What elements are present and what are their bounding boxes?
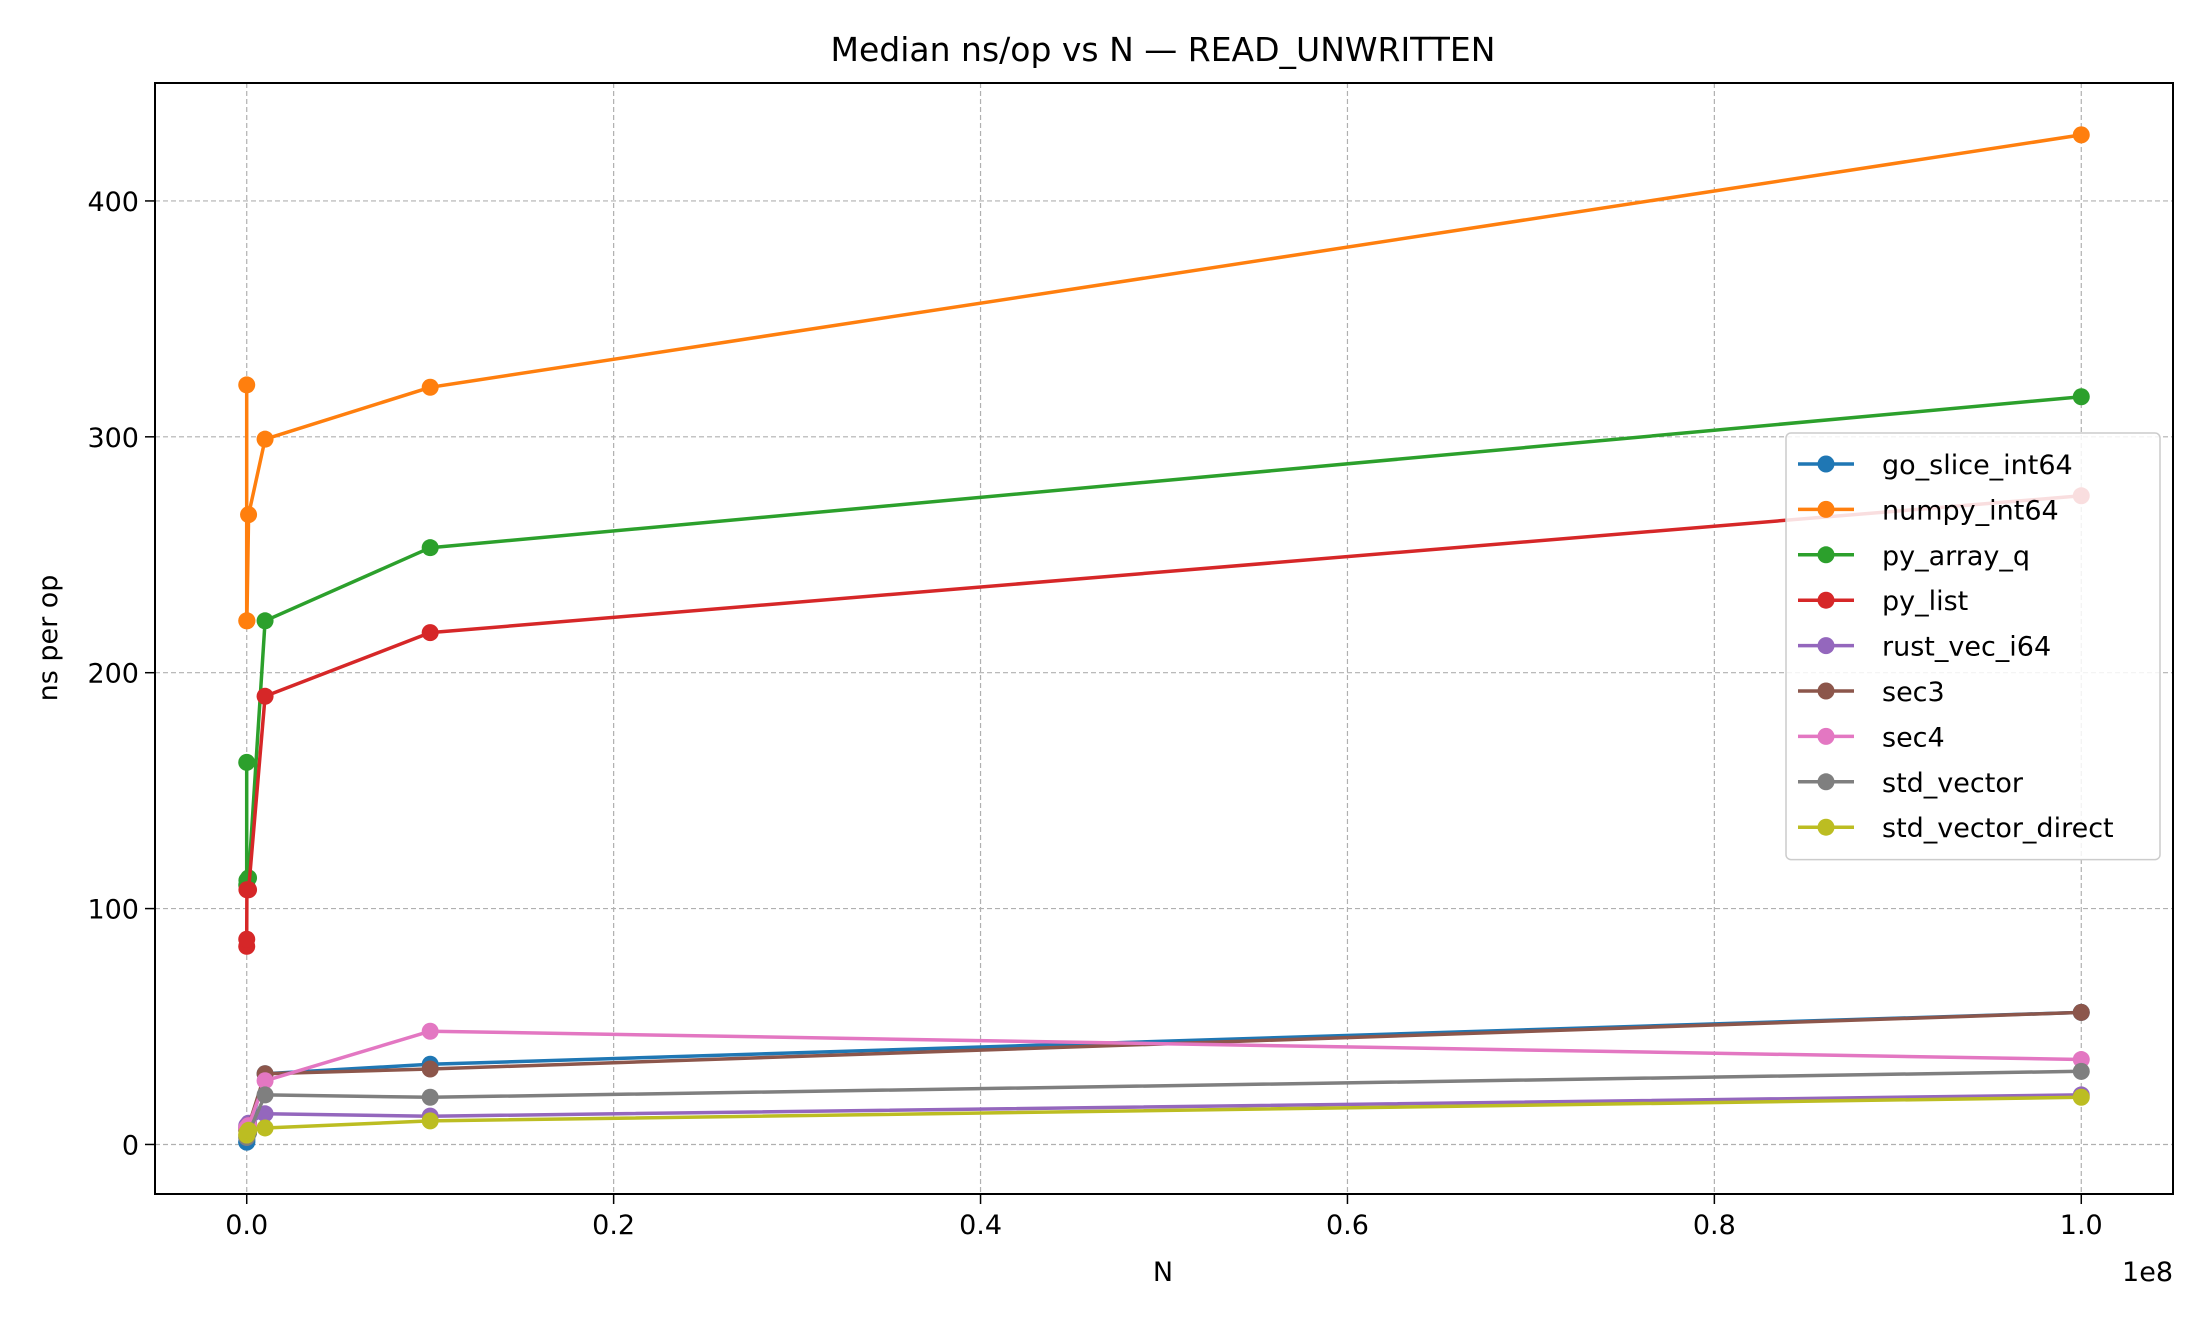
data-point xyxy=(256,1086,274,1104)
x-offset-text: 1e8 xyxy=(2122,1257,2173,1288)
x-tick-label: 0.6 xyxy=(1326,1210,1369,1241)
data-point xyxy=(240,881,258,899)
x-tick-label: 0.8 xyxy=(1693,1210,1736,1241)
legend: go_slice_int64 numpy_int64 py_array_q py_li… xyxy=(1785,432,2161,861)
data-point xyxy=(421,624,439,642)
data-point xyxy=(240,1121,258,1139)
y-tick-label: 300 xyxy=(87,423,139,454)
data-point xyxy=(240,506,258,524)
legend-swatch-marker xyxy=(1817,727,1835,745)
legend-swatch-marker xyxy=(1817,682,1835,700)
x-axis: 0.0 0.2 0.4 0.6 0.8 1.0 xyxy=(225,1194,2103,1241)
data-point xyxy=(238,612,256,630)
data-point xyxy=(256,1105,274,1123)
legend-box xyxy=(1785,432,2161,861)
data-point xyxy=(421,539,439,557)
data-point xyxy=(421,1088,439,1106)
plot-frame xyxy=(154,82,2174,1195)
legend-item: go_slice_int64 xyxy=(1798,450,2073,481)
data-point xyxy=(256,687,274,705)
data-point xyxy=(256,612,274,630)
data-point xyxy=(238,930,256,948)
legend-label: numpy_int64 xyxy=(1882,495,2059,526)
legend-item: rust_vec_i64 xyxy=(1798,632,2051,663)
legend-swatch-marker xyxy=(1817,455,1835,473)
series-std_vector_direct xyxy=(238,1088,2090,1144)
legend-label: std_vector_direct xyxy=(1882,813,2114,844)
data-point xyxy=(2072,126,2090,144)
legend-swatch-marker xyxy=(1817,591,1835,609)
legend-label: rust_vec_i64 xyxy=(1882,632,2051,663)
legend-swatch-marker xyxy=(1817,546,1835,564)
data-point xyxy=(421,1112,439,1130)
legend-swatch-marker xyxy=(1817,637,1835,655)
y-tick-label: 400 xyxy=(87,187,139,218)
y-axis-label: ns per op xyxy=(33,575,64,702)
legend-label: std_vector xyxy=(1882,768,2024,799)
data-point xyxy=(256,1119,274,1137)
x-tick-label: 0.2 xyxy=(592,1210,635,1241)
data-point xyxy=(421,378,439,396)
x-tick-label: 0.0 xyxy=(225,1210,268,1241)
chart-title: Median ns/op vs N — READ_UNWRITTEN xyxy=(831,30,1496,69)
data-point xyxy=(256,1072,274,1090)
series-group xyxy=(238,126,2090,1151)
legend-item: std_vector xyxy=(1798,768,2024,799)
legend-swatch-marker xyxy=(1817,818,1835,836)
data-point xyxy=(256,430,274,448)
legend-item: py_list xyxy=(1798,586,1968,617)
data-point xyxy=(2072,1088,2090,1106)
data-point xyxy=(2072,1062,2090,1080)
legend-label: go_slice_int64 xyxy=(1882,450,2073,481)
legend-item: std_vector_direct xyxy=(1798,813,2114,844)
y-tick-label: 200 xyxy=(87,659,139,690)
data-point xyxy=(238,376,256,394)
y-axis: 0 100 200 300 400 xyxy=(87,187,155,1161)
data-point xyxy=(2072,1003,2090,1021)
legend-label: sec4 xyxy=(1882,722,1945,753)
legend-item: sec3 xyxy=(1798,677,1945,708)
legend-label: py_array_q xyxy=(1882,541,2030,572)
y-tick-label: 100 xyxy=(87,895,139,926)
x-tick-label: 0.4 xyxy=(959,1210,1002,1241)
legend-item: py_array_q xyxy=(1798,541,2030,572)
data-point xyxy=(2072,388,2090,406)
x-axis-label: N xyxy=(1153,1257,1173,1288)
legend-label: sec3 xyxy=(1882,677,1945,708)
x-tick-label: 1.0 xyxy=(2060,1210,2103,1241)
legend-label: py_list xyxy=(1882,586,1968,617)
data-point xyxy=(421,1060,439,1078)
legend-item: numpy_int64 xyxy=(1798,495,2059,526)
legend-swatch-marker xyxy=(1817,500,1835,518)
data-point xyxy=(2072,1051,2090,1069)
data-point xyxy=(238,753,256,771)
series-numpy_int64 xyxy=(238,126,2090,630)
legend-swatch-marker xyxy=(1817,773,1835,791)
legend-item: sec4 xyxy=(1798,722,1945,753)
y-tick-label: 0 xyxy=(122,1130,139,1161)
data-point xyxy=(421,1022,439,1040)
